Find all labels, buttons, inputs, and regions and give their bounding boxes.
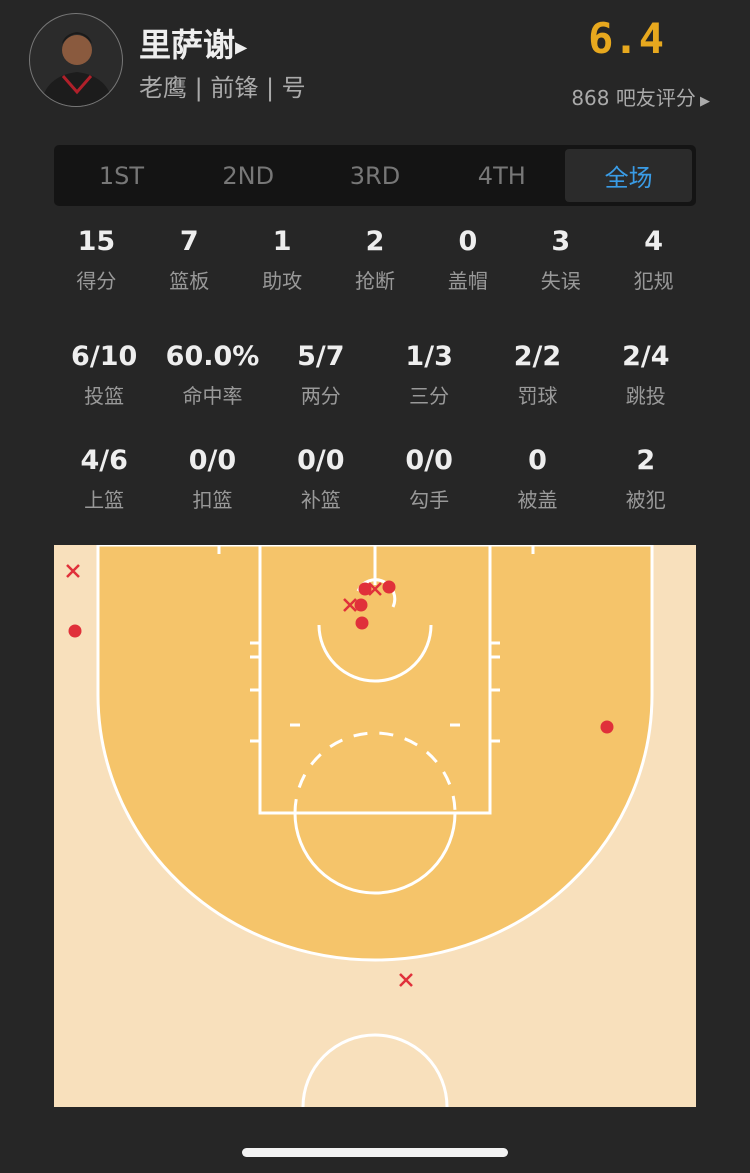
court-lines bbox=[217, 545, 535, 1107]
three-point-area bbox=[96, 545, 654, 962]
stat-value: 4/6 bbox=[80, 445, 128, 476]
stat-stats_shoot-3: 1/3 三分 bbox=[375, 341, 483, 409]
shot-markers bbox=[66, 564, 614, 987]
stat-label: 扣篮 bbox=[192, 488, 233, 512]
stat-stats_shoot-1: 60.0% 命中率 bbox=[158, 341, 266, 409]
made-shot-marker bbox=[355, 616, 369, 630]
tab-2nd[interactable]: 2ND bbox=[222, 161, 275, 190]
stat-label: 罚球 bbox=[517, 384, 558, 408]
stat-stats_type-2: 0/0 补篮 bbox=[267, 445, 375, 513]
tab-full-game[interactable]: 全场 bbox=[565, 149, 692, 202]
stat-value: 0 bbox=[528, 445, 547, 476]
stat-label: 犯规 bbox=[633, 269, 674, 293]
stat-label: 命中率 bbox=[182, 384, 243, 408]
stat-value: 60.0% bbox=[165, 341, 260, 372]
player-name[interactable]: 里萨谢▶ bbox=[139, 20, 247, 66]
made-shot-marker bbox=[354, 598, 368, 612]
tab-4th[interactable]: 4TH bbox=[477, 161, 526, 190]
caret-right-icon: ▶ bbox=[235, 37, 248, 57]
votes-text: 868 吧友评分 bbox=[571, 86, 696, 110]
stat-label: 失误 bbox=[540, 269, 581, 293]
stat-label: 被犯 bbox=[625, 488, 666, 512]
stat-stats_type-0: 4/6 上篮 bbox=[50, 445, 158, 513]
made-shot-marker bbox=[382, 580, 396, 594]
stat-stats_main-1: 7 篮板 bbox=[143, 226, 236, 294]
missed-shot-marker bbox=[368, 582, 382, 596]
player-avatar[interactable] bbox=[29, 13, 123, 107]
votes-link[interactable]: 868 吧友评分 ▶ bbox=[571, 82, 710, 111]
shot-chart-court bbox=[54, 545, 696, 1107]
stat-label: 抢断 bbox=[355, 269, 395, 293]
made-shot-marker bbox=[358, 582, 372, 596]
stat-label: 勾手 bbox=[409, 488, 450, 512]
stat-stats_shoot-0: 6/10 投篮 bbox=[50, 341, 158, 409]
stat-stats_type-3: 0/0 勾手 bbox=[375, 445, 483, 513]
stat-stats_shoot-5: 2/4 跳投 bbox=[592, 341, 700, 409]
missed-shot-marker bbox=[399, 973, 413, 987]
stat-label: 被盖 bbox=[517, 488, 558, 512]
stat-value: 15 bbox=[77, 226, 116, 257]
made-shot-marker bbox=[600, 720, 614, 734]
stat-value: 2 bbox=[365, 226, 385, 257]
missed-shot-marker bbox=[343, 598, 357, 612]
stat-label: 助攻 bbox=[262, 269, 303, 293]
stat-value: 4 bbox=[644, 226, 663, 257]
stat-label: 上篮 bbox=[84, 488, 125, 512]
stat-value: 6/10 bbox=[71, 341, 138, 372]
stat-stats_main-6: 4 犯规 bbox=[607, 226, 700, 294]
stat-stats_main-3: 2 抢断 bbox=[329, 226, 422, 294]
stat-stats_main-5: 3 失误 bbox=[514, 226, 607, 294]
stat-stats_type-4: 0 被盖 bbox=[483, 445, 591, 513]
stat-stats_main-4: 0 盖帽 bbox=[421, 226, 514, 294]
shooting-stats-row: 6/10 投篮 60.0% 命中率 5/7 两分 1/3 三分 2/2 罚球 2/4 跳投 bbox=[50, 341, 700, 409]
period-tabs: 1ST 2ND 3RD 4TH 全场 bbox=[54, 145, 696, 206]
stat-stats_main-2: 1 助攻 bbox=[236, 226, 329, 294]
missed-shot-marker bbox=[66, 564, 80, 578]
shot-type-stats-row: 4/6 上篮 0/0 扣篮 0/0 补篮 0/0 勾手 0 被盖 2 被犯 bbox=[50, 445, 700, 513]
stat-value: 5/7 bbox=[297, 341, 345, 372]
main-stats-row: 15 得分 7 篮板 1 助攻 2 抢断 0 盖帽 3 失误 4 犯规 bbox=[50, 226, 700, 294]
player-photo bbox=[40, 32, 114, 106]
caret-right-icon: ▶ bbox=[695, 94, 710, 109]
player-name-text: 里萨谢 bbox=[139, 26, 236, 64]
stat-value: 0/0 bbox=[188, 445, 237, 476]
player-meta: 老鹰 | 前锋 | 号 bbox=[139, 74, 306, 102]
stat-label: 得分 bbox=[76, 269, 117, 293]
stat-label: 跳投 bbox=[625, 384, 666, 408]
home-indicator[interactable] bbox=[242, 1148, 508, 1157]
stat-value: 7 bbox=[179, 226, 199, 257]
stat-value: 1 bbox=[272, 226, 292, 257]
stat-value: 3 bbox=[551, 226, 571, 257]
stat-stats_type-1: 0/0 扣篮 bbox=[158, 445, 266, 513]
stat-value: 2/4 bbox=[622, 341, 670, 372]
stat-value: 2/2 bbox=[513, 341, 562, 372]
stat-value: 2 bbox=[636, 445, 656, 476]
stat-value: 0/0 bbox=[297, 445, 345, 476]
stat-value: 1/3 bbox=[405, 341, 453, 372]
stat-label: 投篮 bbox=[84, 384, 125, 408]
stat-label: 补篮 bbox=[300, 488, 341, 512]
stat-stats_main-0: 15 得分 bbox=[50, 226, 143, 294]
stat-label: 三分 bbox=[409, 384, 450, 408]
stat-label: 篮板 bbox=[169, 269, 210, 293]
stat-value: 0/0 bbox=[405, 445, 453, 476]
made-shot-marker bbox=[68, 624, 82, 638]
player-rating: 6.4 bbox=[588, 14, 664, 63]
stat-label: 两分 bbox=[300, 384, 341, 408]
stat-stats_type-5: 2 被犯 bbox=[592, 445, 700, 513]
stat-stats_shoot-2: 5/7 两分 bbox=[267, 341, 375, 409]
tab-1st[interactable]: 1ST bbox=[98, 161, 144, 190]
stat-label: 盖帽 bbox=[447, 269, 488, 293]
stat-stats_shoot-4: 2/2 罚球 bbox=[483, 341, 591, 409]
stat-value: 0 bbox=[458, 226, 478, 257]
tab-3rd[interactable]: 3RD bbox=[349, 161, 401, 190]
